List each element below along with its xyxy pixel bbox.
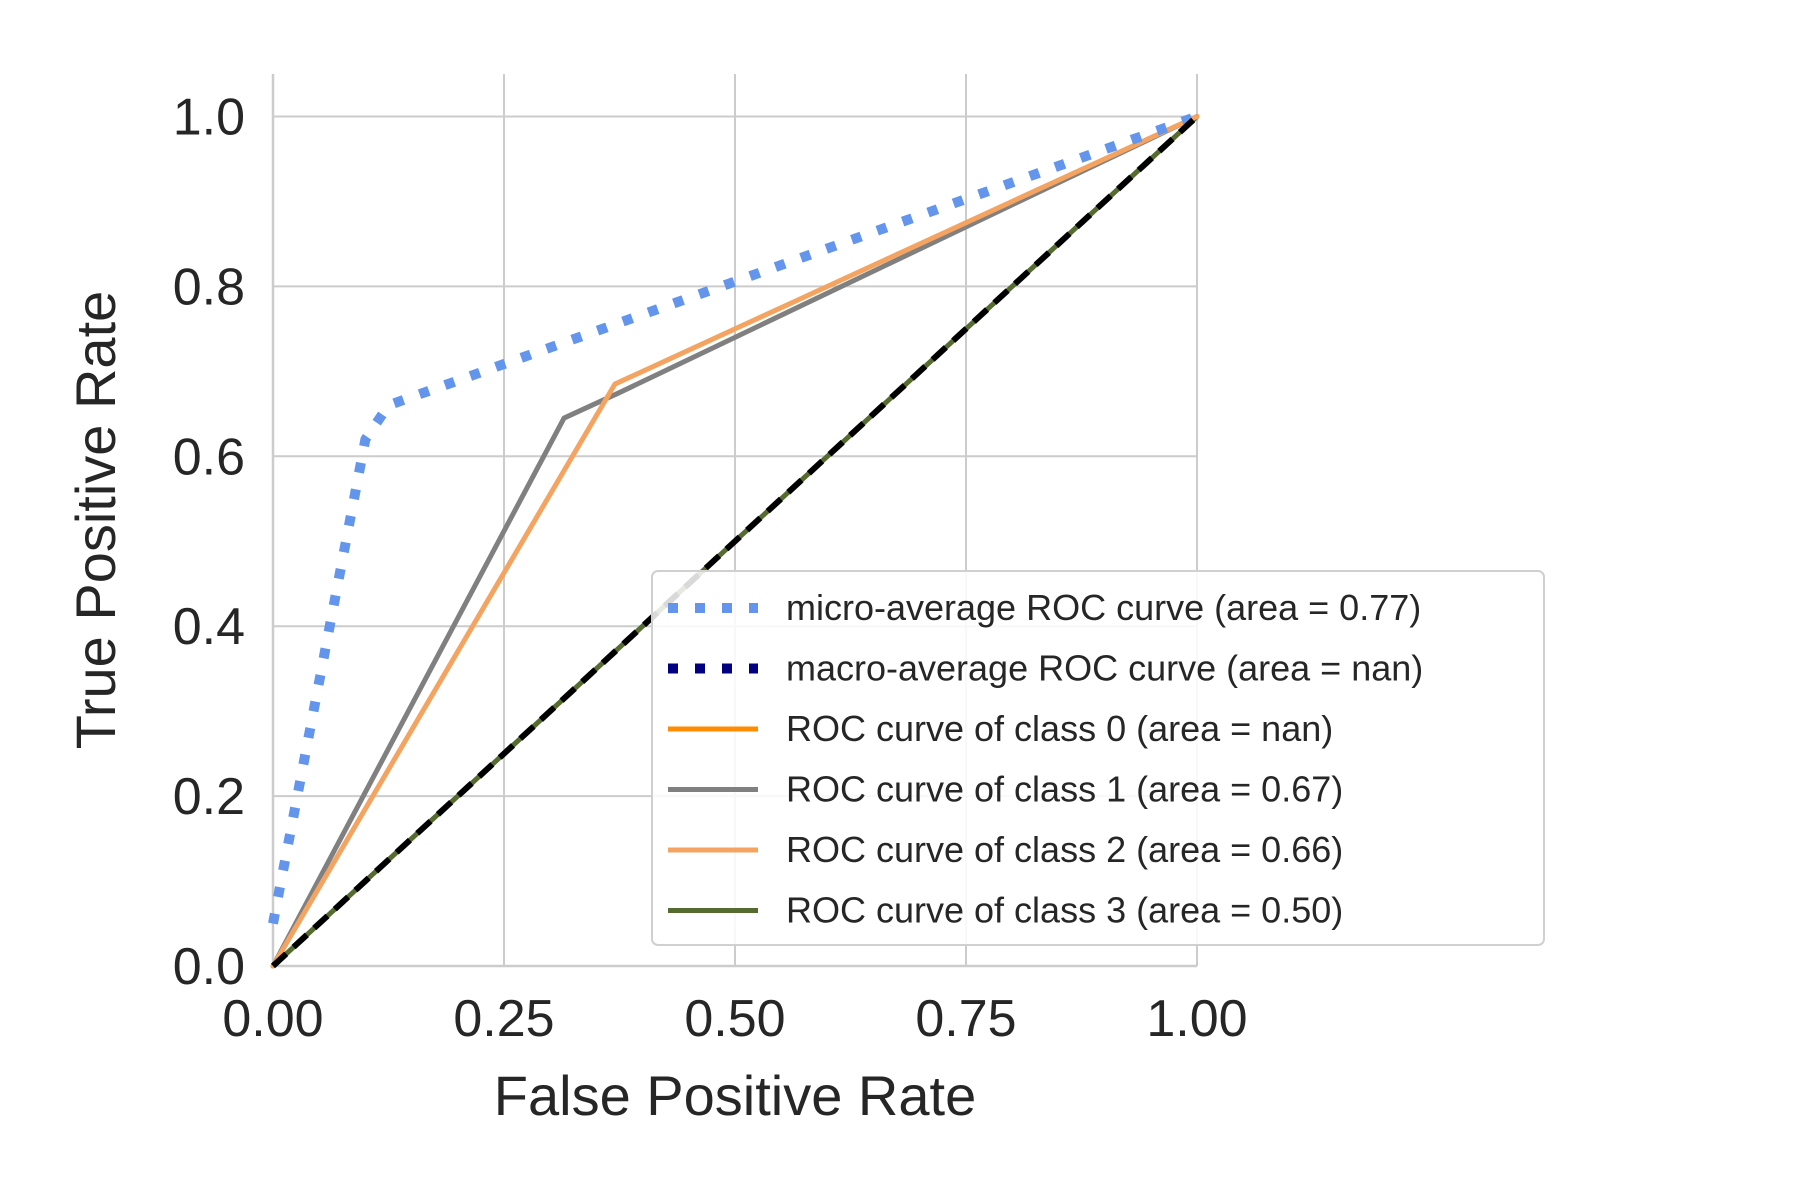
y-tick-label: 0.4 bbox=[173, 598, 245, 656]
series-line-3 bbox=[270, 113, 1200, 969]
legend-entry-label: ROC curve of class 1 (area = 0.67) bbox=[786, 769, 1343, 810]
legend-box bbox=[651, 570, 1545, 946]
y-tick-label: 1.0 bbox=[173, 88, 245, 146]
x-tick-label: 0.00 bbox=[222, 990, 323, 1048]
tick-labels: 0.00 0.25 0.50 0.75 1.00 0.0 0.2 0.4 0.6 0.8 1.0 bbox=[173, 88, 1248, 1048]
y-tick-label: 0.2 bbox=[173, 768, 245, 826]
y-tick-label: 0.8 bbox=[173, 258, 245, 316]
x-tick-label: 1.00 bbox=[1146, 990, 1247, 1048]
axes bbox=[271, 74, 1197, 968]
x-tick-label: 0.25 bbox=[453, 990, 554, 1048]
x-axis-label: False Positive Rate bbox=[494, 1064, 976, 1127]
series-lines bbox=[268, 111, 1200, 969]
series-line-4 bbox=[270, 113, 1200, 969]
x-tick-label: 0.75 bbox=[915, 990, 1016, 1048]
legend-entry-label: micro-average ROC curve (area = 0.77) bbox=[786, 587, 1421, 628]
series-line-0 bbox=[268, 111, 1199, 925]
legend: micro-average ROC curve (area = 0.77) mac… bbox=[651, 570, 1545, 946]
y-tick-label: 0.6 bbox=[173, 428, 245, 486]
legend-entry-label: macro-average ROC curve (area = nan) bbox=[786, 648, 1423, 689]
y-axis-label: True Positive Rate bbox=[64, 291, 127, 750]
x-tick-label: 0.50 bbox=[684, 990, 785, 1048]
reference-diagonal-line bbox=[270, 114, 1200, 969]
legend-entry-label: ROC curve of class 2 (area = 0.66) bbox=[786, 829, 1343, 870]
legend-entry-label: ROC curve of class 3 (area = 0.50) bbox=[786, 890, 1343, 931]
legend-entry-label: ROC curve of class 0 (area = nan) bbox=[786, 708, 1333, 749]
y-tick-label: 0.0 bbox=[173, 938, 245, 996]
